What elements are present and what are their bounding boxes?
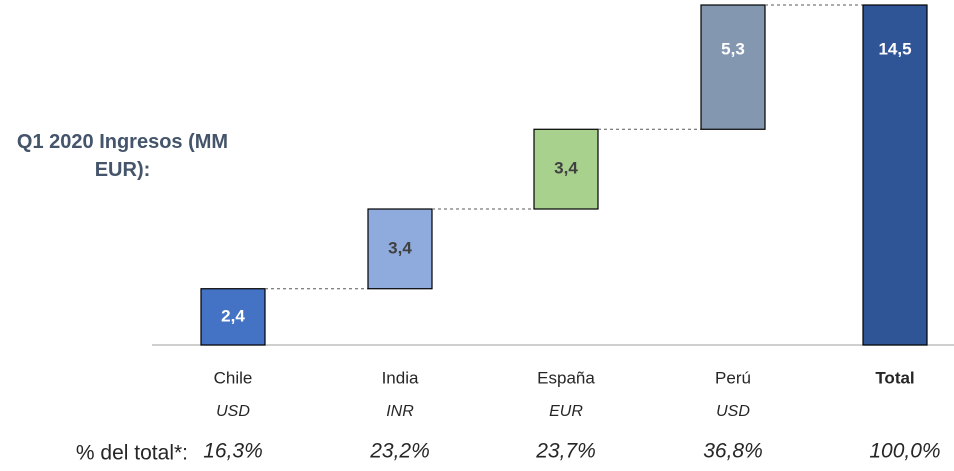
value-label: 14,5 xyxy=(878,39,911,58)
share-label: 23,2% xyxy=(369,440,430,463)
currency-label: USD xyxy=(716,403,750,420)
category-label: Total xyxy=(875,368,914,387)
share-title: % del total*: xyxy=(76,442,188,465)
share-label: 16,3% xyxy=(203,440,263,463)
bar xyxy=(533,128,599,210)
share-label: 23,7% xyxy=(535,440,596,463)
category-label: India xyxy=(382,368,419,387)
category-label: Perú xyxy=(715,368,751,387)
share-label: 100,0% xyxy=(869,440,940,463)
value-label: 5,3 xyxy=(721,39,745,58)
value-label: 3,4 xyxy=(554,159,578,178)
bar xyxy=(200,288,266,346)
value-label: 3,4 xyxy=(388,238,412,257)
currency-label: USD xyxy=(216,403,250,420)
chart-title: Q1 2020 Ingresos (MM EUR): xyxy=(16,131,229,181)
value-label: 2,4 xyxy=(221,306,245,325)
category-label: España xyxy=(537,368,595,387)
share-label: 36,8% xyxy=(703,440,763,463)
currency-label: EUR xyxy=(549,403,583,420)
bar xyxy=(367,208,433,290)
bar xyxy=(862,4,928,346)
bar xyxy=(700,4,766,130)
currency-label: INR xyxy=(386,403,414,420)
category-label: Chile xyxy=(214,368,253,387)
